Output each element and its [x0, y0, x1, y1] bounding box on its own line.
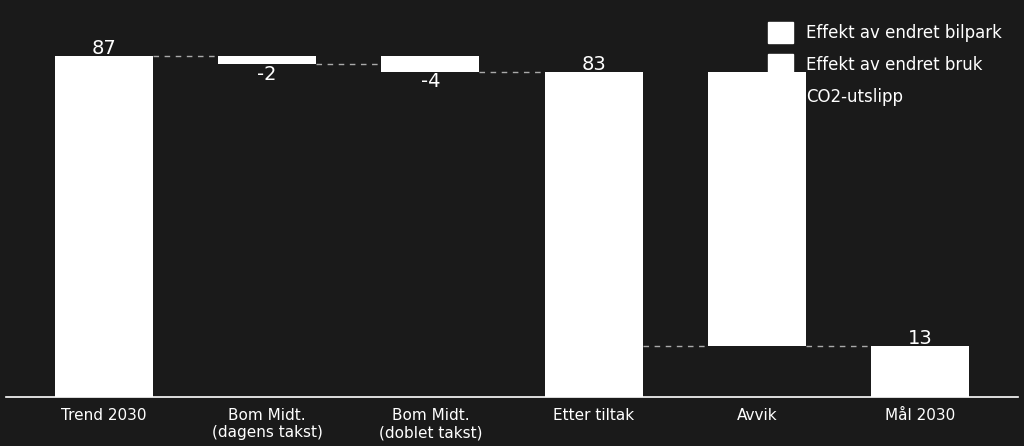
Bar — [545, 72, 643, 397]
Text: 87: 87 — [91, 39, 116, 58]
Legend: Effekt av endret bilpark, Effekt av endret bruk, CO2-utslipp: Effekt av endret bilpark, Effekt av endr… — [759, 14, 1010, 115]
Bar — [381, 57, 479, 72]
Bar — [54, 57, 153, 397]
Text: 83: 83 — [582, 55, 606, 74]
Text: 13: 13 — [908, 329, 933, 348]
Bar — [708, 72, 806, 346]
Text: -4: -4 — [421, 72, 440, 91]
Bar — [218, 57, 316, 64]
Bar — [871, 346, 970, 397]
Text: -2: -2 — [257, 65, 276, 83]
